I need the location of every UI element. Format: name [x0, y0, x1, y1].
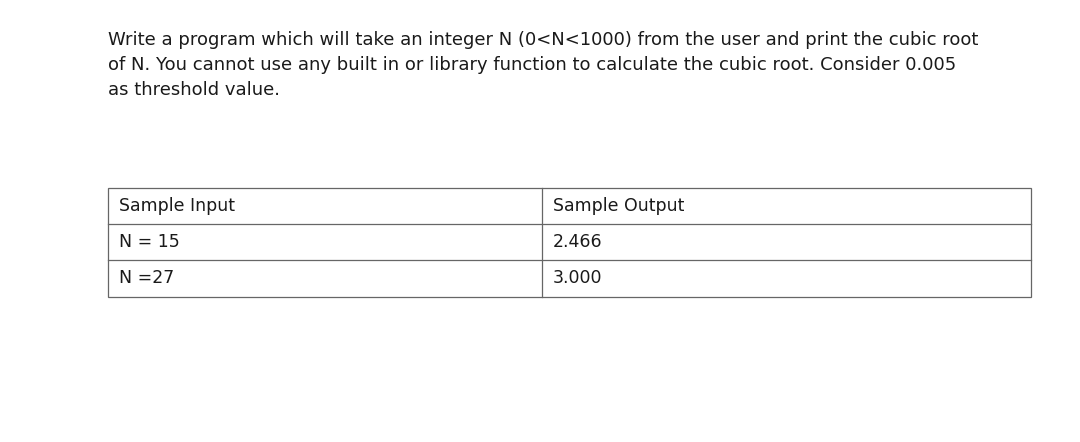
- Text: Write a program which will take an integer N (0<N<1000) from the user and print : Write a program which will take an integ…: [108, 31, 978, 99]
- Text: Sample Input: Sample Input: [119, 197, 234, 215]
- Bar: [108, 188, 1031, 297]
- Text: N = 15: N = 15: [119, 233, 179, 251]
- Text: N =27: N =27: [119, 270, 174, 287]
- Text: 3.000: 3.000: [553, 270, 603, 287]
- Text: 2.466: 2.466: [553, 233, 603, 251]
- Text: Sample Output: Sample Output: [553, 197, 684, 215]
